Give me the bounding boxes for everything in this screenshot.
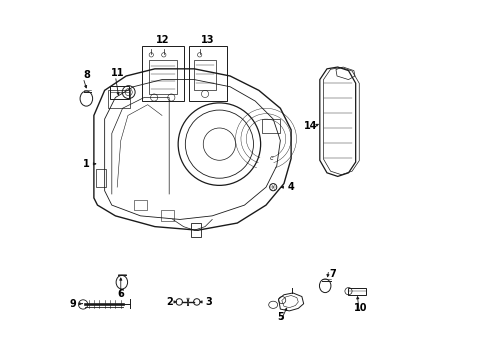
Text: 3: 3 [205,297,212,307]
Text: 10: 10 [353,303,366,314]
Text: 12: 12 [156,35,169,45]
Bar [134,200,147,211]
Text: 1: 1 [82,159,89,169]
Bar [194,60,215,90]
Text: 14: 14 [304,121,317,131]
Text: c: c [269,156,273,162]
Text: 2: 2 [165,297,172,307]
Bar [148,60,176,94]
Bar [142,45,183,101]
Text: 13: 13 [201,35,214,45]
Text: 6: 6 [117,289,124,299]
Bar [348,288,365,296]
Text: 4: 4 [287,182,294,192]
Bar [188,45,226,101]
Text: 7: 7 [328,269,335,279]
Bar [110,86,128,99]
Text: 8: 8 [83,70,90,80]
Text: 9: 9 [70,299,76,309]
Text: 11: 11 [110,68,123,78]
Text: 5: 5 [276,312,283,322]
Bar [161,211,174,221]
